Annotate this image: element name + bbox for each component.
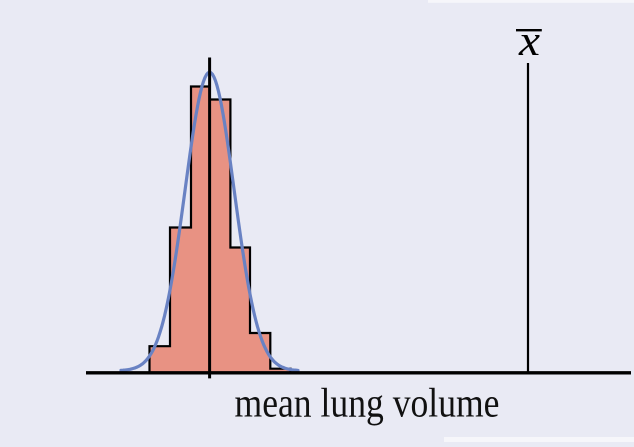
svg-text:mean lung volume: mean lung volume xyxy=(235,380,500,426)
svg-text:x: x xyxy=(518,18,540,65)
